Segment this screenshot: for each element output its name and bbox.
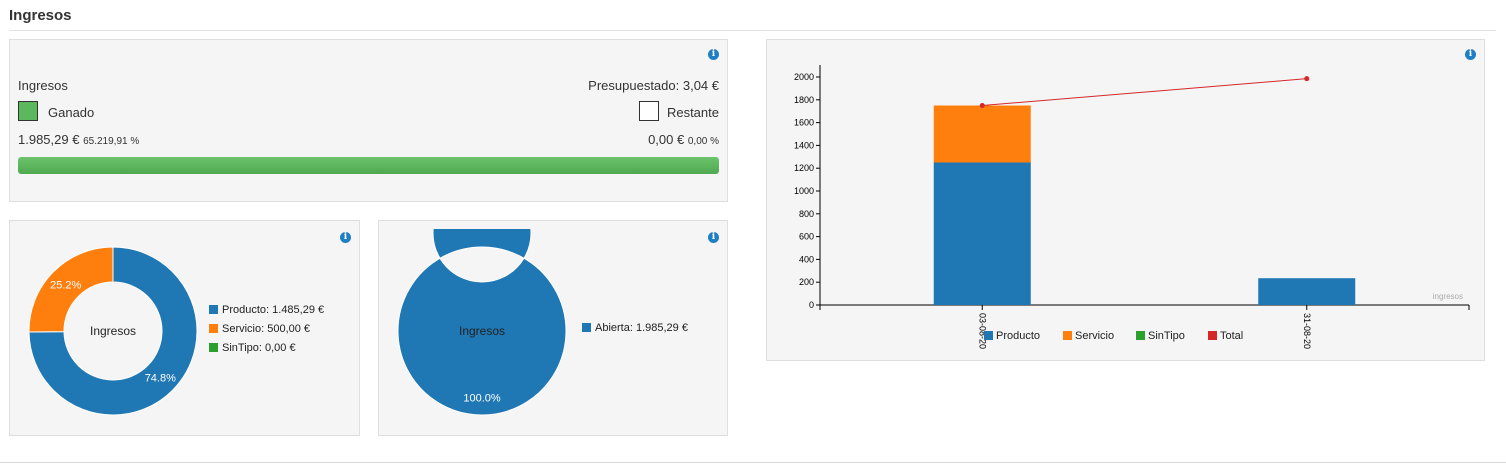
- legend-item[interactable]: Abierta: 1.985,29 €: [582, 322, 688, 334]
- legend-swatch: [209, 305, 218, 314]
- legend-item[interactable]: Producto: 1.485,29 €: [209, 304, 324, 316]
- legend-swatch: [1136, 331, 1145, 340]
- slice-percent-label: 100.0%: [463, 393, 501, 405]
- status-donut-panel: i 100.0% Ingresos Abierta: 1.985,29 €: [378, 220, 728, 436]
- remaining-value: 0,00 € 0,00 %: [648, 132, 719, 147]
- y-tick-label: 1200: [794, 163, 814, 173]
- budget-progress-fill: [18, 157, 719, 174]
- chart-watermark: ingresos: [1433, 292, 1463, 301]
- donut-slice[interactable]: [397, 229, 567, 416]
- legend-label: Servicio: 500,00 €: [222, 323, 311, 335]
- remaining-label: Restante: [666, 105, 719, 120]
- chart-legend-item[interactable]: Total: [1208, 330, 1243, 342]
- page-title: Ingresos: [9, 7, 72, 24]
- info-icon[interactable]: i: [340, 232, 351, 243]
- legend-label: Producto: [996, 330, 1040, 342]
- legend-label: SinTipo: [1148, 330, 1185, 342]
- donut-center-label: Ingresos: [90, 324, 136, 338]
- total-point[interactable]: [979, 103, 985, 108]
- y-tick-label: 600: [799, 232, 814, 242]
- y-tick-label: 1400: [794, 140, 814, 150]
- income-bar-chart: ingresos 0 200 400 600 800 1000 1200 1400 1600 180…: [794, 65, 1470, 349]
- earned-label: Ganado: [48, 105, 95, 120]
- y-tick-label: 1600: [794, 118, 814, 128]
- y-tick-label: 1800: [794, 95, 814, 105]
- remaining-swatch: [639, 101, 659, 121]
- y-tick-label: 200: [799, 277, 814, 287]
- chart-legend-item[interactable]: Servicio: [1063, 330, 1114, 342]
- budget-panel: i Ingresos Presupuestado: 3,04 € Ganado …: [9, 39, 728, 202]
- donut-center-label: Ingresos: [459, 324, 505, 338]
- earned-value: 1.985,29 € 65.219,91 %: [18, 132, 139, 147]
- bottom-divider: [0, 462, 1506, 463]
- bar-segment[interactable]: [933, 105, 1031, 163]
- y-tick-label: 400: [799, 254, 814, 264]
- earned-swatch: [18, 101, 38, 121]
- legend-label: Producto: 1.485,29 €: [222, 304, 325, 316]
- total-point[interactable]: [1304, 76, 1310, 82]
- legend-label: Servicio: [1075, 330, 1114, 342]
- legend-item[interactable]: Servicio: 500,00 €: [209, 323, 310, 335]
- donut-slice[interactable]: [28, 246, 198, 416]
- total-line: [982, 78, 1307, 106]
- bar-segment[interactable]: [933, 162, 1031, 306]
- y-tick-label: 0: [809, 300, 814, 310]
- info-icon[interactable]: i: [708, 232, 719, 243]
- remaining-percent: 0,00 %: [687, 136, 719, 147]
- legend-label: Total: [1220, 330, 1243, 342]
- legend-swatch: [209, 324, 218, 333]
- legend-swatch: [582, 323, 591, 332]
- y-tick-label: 1000: [794, 186, 814, 196]
- status-donut-chart: 100.0% Ingresos: [397, 229, 567, 416]
- chart-legend-item[interactable]: Producto: [984, 330, 1040, 342]
- type-donut-chart: 74.8% 25.2% Ingresos: [28, 246, 198, 416]
- earned-percent: 65.219,91 %: [83, 136, 140, 147]
- earned-amount: 1.985,29 €: [18, 132, 80, 147]
- info-icon[interactable]: i: [1465, 49, 1476, 60]
- budget-progress-bar: [18, 157, 719, 174]
- donut-slice[interactable]: [28, 246, 114, 333]
- legend-swatch: [984, 331, 993, 340]
- legend-item[interactable]: SinTipo: 0,00 €: [209, 342, 296, 354]
- y-tick-label: 800: [799, 209, 814, 219]
- legend-swatch: [1208, 331, 1217, 340]
- type-donut-panel: i 74.8% 25.2% Ingresos Producto: 1.485,29 …: [9, 220, 360, 436]
- legend-label: Abierta: 1.985,29 €: [595, 322, 688, 334]
- slice-percent-label: 74.8%: [145, 373, 176, 385]
- bar-segment[interactable]: [1258, 278, 1356, 305]
- legend-swatch: [209, 343, 218, 352]
- budgeted-amount: Presupuestado: 3,04 €: [588, 78, 719, 93]
- legend-label: SinTipo: 0,00 €: [222, 342, 296, 354]
- title-divider: [9, 30, 1496, 31]
- legend-swatch: [1063, 331, 1072, 340]
- bar-chart-panel: i ingresos 0 200 400 600 800 1000 1200 1400 1600 1…: [766, 39, 1485, 361]
- y-tick-label: 2000: [794, 72, 814, 82]
- info-icon[interactable]: i: [708, 49, 719, 60]
- chart-legend-item[interactable]: SinTipo: [1136, 330, 1185, 342]
- budget-label: Ingresos: [18, 78, 68, 93]
- slice-percent-label: 25.2%: [50, 279, 81, 291]
- remaining-amount: 0,00 €: [648, 132, 685, 147]
- x-tick-label: 31-08-20: [1302, 313, 1312, 349]
- x-tick-label: 03-08-20: [977, 313, 987, 349]
